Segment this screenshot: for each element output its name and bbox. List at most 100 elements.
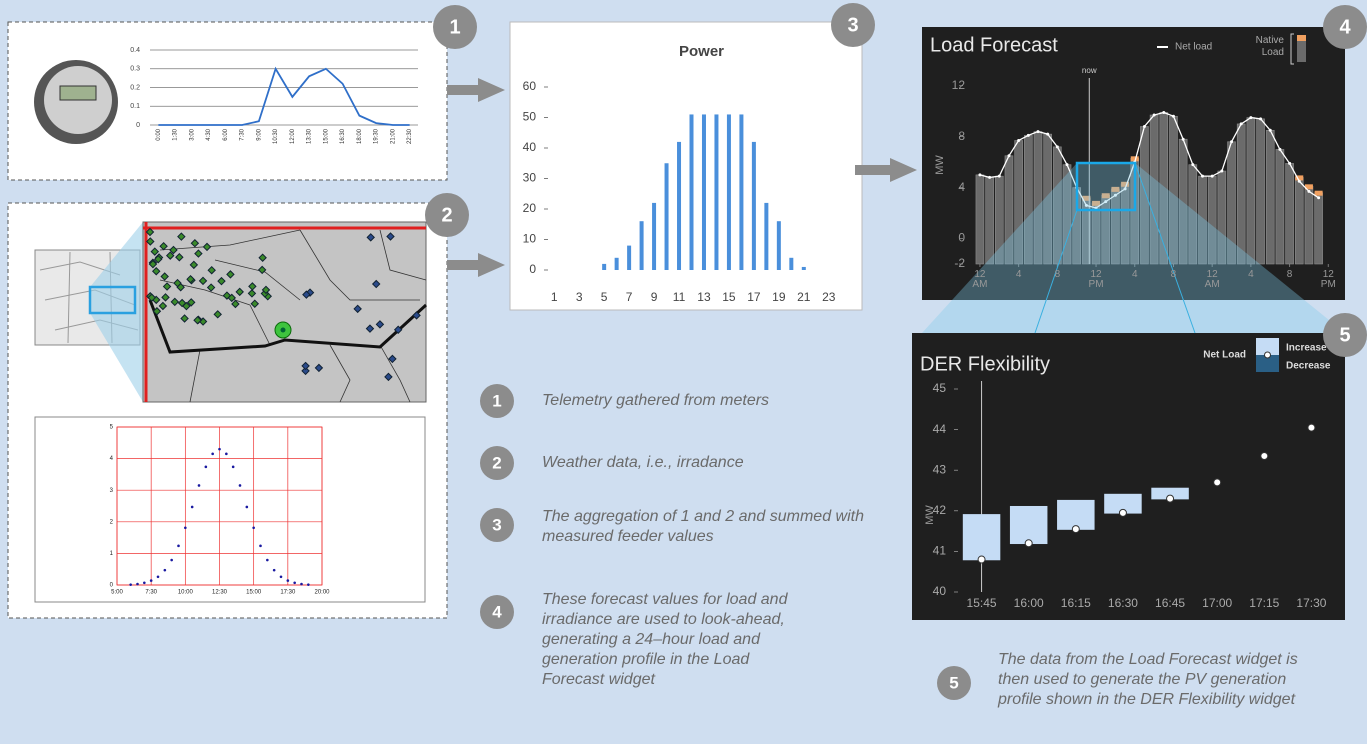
net-load-point	[1288, 162, 1291, 165]
x-tick-label: 6:00	[223, 128, 229, 140]
legend-swatch	[1297, 35, 1306, 41]
point	[232, 466, 235, 469]
x-tick-label: 7:30	[145, 590, 157, 596]
y-tick-label: 50	[523, 110, 537, 124]
point	[307, 583, 310, 586]
bar	[702, 114, 706, 270]
bar	[1295, 177, 1303, 264]
caption-text: Telemetry gathered from meters	[542, 391, 872, 411]
site-center	[281, 328, 286, 333]
point	[300, 583, 303, 586]
net-load-point	[1066, 163, 1069, 166]
bar	[789, 258, 793, 270]
x-tick-label: 20:00	[314, 590, 330, 596]
net-load-point	[1307, 190, 1310, 193]
x-tick-label: 4:30	[206, 128, 212, 140]
x-tick-label: 17:15	[1249, 596, 1279, 610]
net-load-point	[1036, 130, 1039, 133]
x-tick-label: 10:00	[178, 590, 194, 596]
x-tick-label: 13:30	[307, 128, 313, 144]
bar	[640, 221, 644, 270]
power-panel	[510, 22, 862, 310]
x-tick-label: 21	[797, 290, 811, 304]
point	[191, 506, 194, 509]
net-load-point	[1072, 526, 1079, 533]
y-tick-label: 0	[529, 262, 536, 276]
net-load-point	[1220, 170, 1223, 173]
caption-text: Weather data, i.e., irradance	[542, 453, 872, 473]
x-tick-label: 19	[772, 290, 786, 304]
y-tick-label: 40	[933, 584, 947, 598]
net-load-point	[1056, 145, 1059, 148]
y-tick-label: 0.3	[130, 66, 140, 73]
caption-text: The data from the Load Forecast widget i…	[998, 650, 1333, 710]
point	[198, 484, 201, 487]
net-load-point	[1027, 134, 1030, 137]
y-tick-label: 45	[933, 381, 947, 395]
x-tick-label: 16:15	[1061, 596, 1091, 610]
bar	[752, 142, 756, 270]
bar	[976, 175, 984, 264]
point	[177, 545, 180, 548]
net-load-point	[1298, 180, 1301, 183]
y-tick-label: 0.2	[130, 84, 140, 91]
x-tick-label: 9	[651, 290, 658, 304]
bar	[1305, 186, 1313, 264]
chart-title: Load Forecast	[930, 34, 1058, 56]
irradiance-frame	[35, 417, 425, 602]
net-load-point	[1162, 111, 1165, 114]
x-tick-label: 4	[1007, 270, 1031, 280]
point	[150, 579, 153, 582]
y-tick-label: -2	[954, 256, 965, 270]
net-load-point	[1278, 148, 1281, 151]
x-tick-label: 13	[697, 290, 711, 304]
net-load-point	[1317, 196, 1320, 199]
y-tick-label: 10	[523, 232, 537, 246]
x-tick-label: 4	[1123, 270, 1147, 280]
increase-range	[1058, 501, 1094, 529]
net-load-point	[1172, 115, 1175, 118]
x-tick-label: 15	[722, 290, 736, 304]
x-tick-label: 18:00	[357, 128, 363, 144]
caption-number: 1	[492, 391, 501, 410]
net-load-point	[1249, 116, 1252, 119]
x-tick-label: 21:00	[390, 128, 396, 144]
y-tick-label: 41	[933, 544, 947, 558]
y-tick-label: 20	[523, 201, 537, 215]
point	[170, 559, 173, 562]
net-load-point	[998, 175, 1001, 178]
net-load-point	[978, 173, 981, 176]
bar	[1257, 119, 1265, 264]
x-tick-label: 17:30	[280, 590, 296, 596]
x-tick-label: 23	[822, 290, 836, 304]
net-load-point	[1007, 154, 1010, 157]
bar	[727, 114, 731, 270]
x-tick-label: 4	[1239, 270, 1263, 280]
chart-title: Power	[679, 43, 724, 60]
badge-number: 2	[441, 204, 452, 226]
net-load-point	[1308, 424, 1315, 431]
net-load-point	[1153, 114, 1156, 117]
x-tick-label: 0:00	[156, 128, 162, 140]
badge-number: 4	[1339, 16, 1351, 38]
net-load-point	[1214, 479, 1221, 486]
net-load-point	[978, 556, 985, 563]
x-tick-label: 5	[601, 290, 608, 304]
y-tick-label: 30	[523, 171, 537, 185]
net-load-point	[1269, 129, 1272, 132]
legend-swatch	[1297, 38, 1306, 62]
legend-label: Net Load	[1203, 350, 1246, 361]
chart-title: DER Flexibility	[920, 353, 1050, 375]
y-tick-label: 4	[958, 180, 965, 194]
y-tick-label: 8	[958, 129, 965, 143]
y-tick-label: 0.4	[130, 47, 140, 54]
x-tick-label: 8	[1278, 270, 1302, 280]
bar	[652, 203, 656, 270]
y-tick-label: 12	[952, 78, 966, 92]
badge-number: 1	[449, 16, 460, 38]
x-tick-label: 3	[576, 290, 583, 304]
arrow	[855, 158, 917, 182]
y-tick-label: 60	[523, 79, 537, 93]
x-tick-label: 12:30	[212, 590, 228, 596]
legend-swatch	[1265, 352, 1271, 358]
